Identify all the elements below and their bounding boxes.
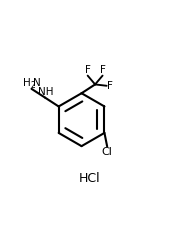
Text: NH: NH [38, 87, 54, 97]
Text: H: H [23, 78, 31, 88]
Text: F: F [100, 65, 106, 75]
Text: HCl: HCl [79, 172, 100, 184]
Text: 2: 2 [31, 81, 36, 90]
Text: Cl: Cl [102, 147, 113, 157]
Text: F: F [107, 81, 113, 91]
Text: F: F [85, 65, 91, 75]
Text: N: N [33, 78, 41, 88]
